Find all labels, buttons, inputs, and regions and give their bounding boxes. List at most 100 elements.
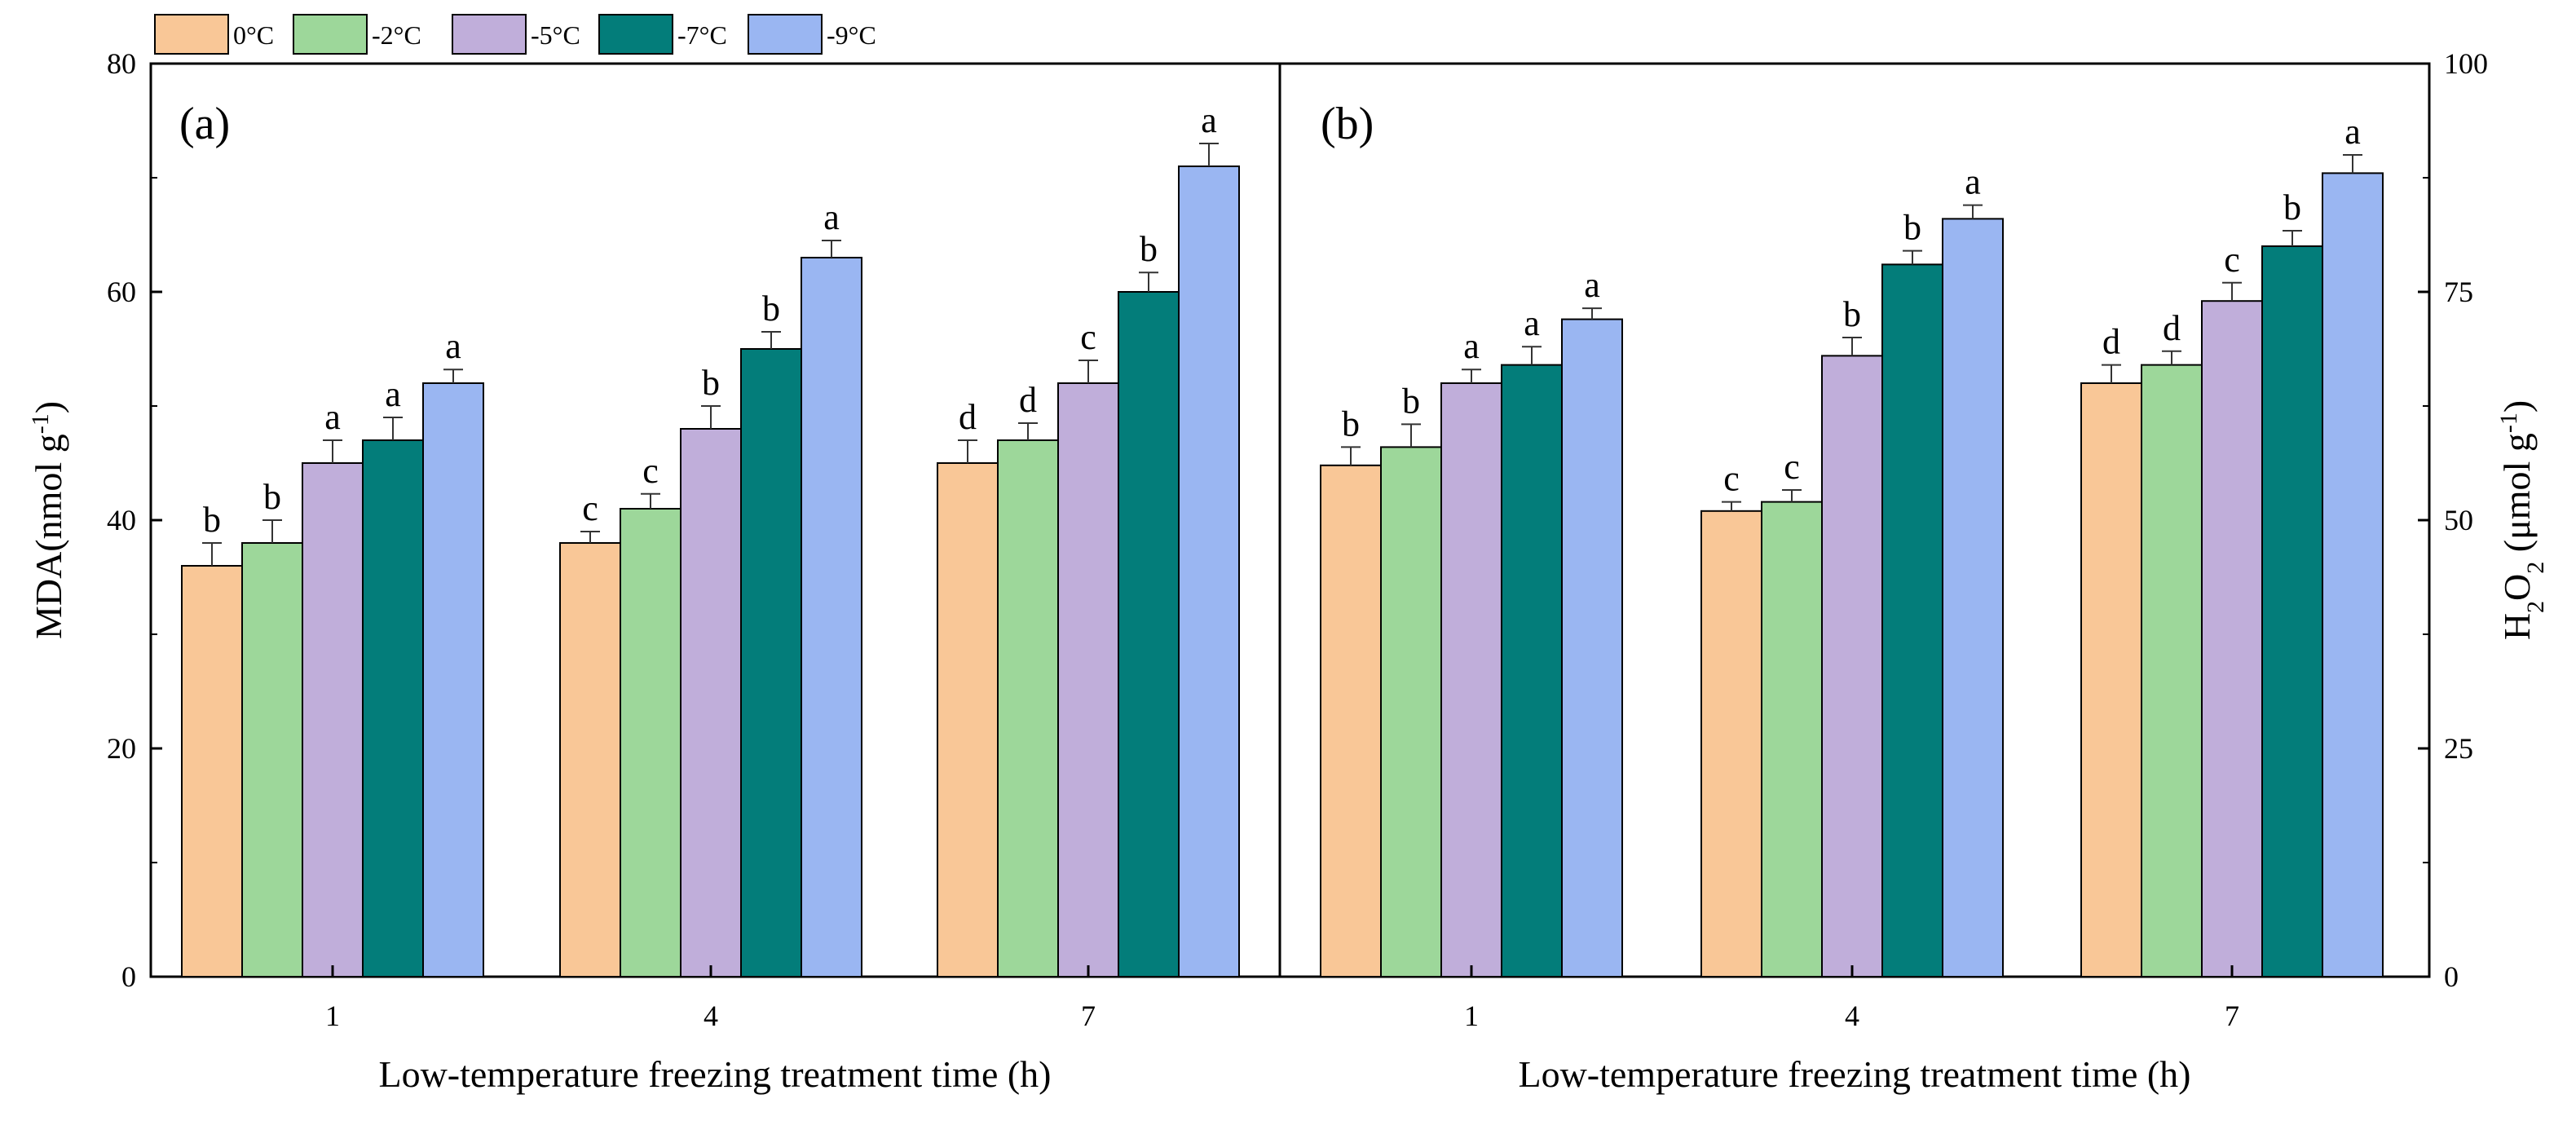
bar xyxy=(1440,382,1502,978)
y-tick-label: 20 xyxy=(107,732,136,765)
significance-letter: a xyxy=(1201,100,1217,140)
y-tick-label: 50 xyxy=(2444,504,2473,536)
bar xyxy=(302,462,364,978)
bar xyxy=(1561,318,1623,978)
bar xyxy=(997,439,1059,978)
bar xyxy=(1178,166,1240,978)
legend-swatch xyxy=(748,14,823,55)
legend-label: -9°C xyxy=(827,20,876,50)
bar xyxy=(1380,446,1442,978)
significance-letter: a xyxy=(385,374,401,414)
significance-letter: a xyxy=(1965,162,1981,202)
legend-label: 0°C xyxy=(233,20,274,50)
bar xyxy=(559,542,621,978)
panel-b-x-axis: 1 4 7 xyxy=(1464,965,2239,1032)
panel-a-y-axis-title: MDA(nmol g-1) xyxy=(27,401,70,639)
significance-letter: a xyxy=(2344,112,2361,152)
significance-letter: d xyxy=(1019,380,1037,420)
x-tick-label: 1 xyxy=(1464,1000,1479,1032)
bar xyxy=(2261,245,2323,978)
significance-letter: b xyxy=(1843,294,1861,334)
x-tick-label: 1 xyxy=(325,1000,340,1032)
bar xyxy=(1057,382,1119,978)
legend-swatch xyxy=(293,14,368,55)
x-tick-label: 7 xyxy=(2225,1000,2239,1032)
legend-label: -7°C xyxy=(677,20,727,50)
significance-letter: b xyxy=(263,477,281,517)
bar xyxy=(362,439,424,978)
y-tick-label: 0 xyxy=(121,960,136,993)
bar xyxy=(2201,300,2263,978)
significance-letter: a xyxy=(1584,265,1600,305)
legend-label: -2°C xyxy=(372,20,421,50)
panel-a: (a) b c d b c d a b c a b b a a a 0 20 40 60 80 1 4 7 Low-te… xyxy=(27,47,1281,1095)
significance-letter: d xyxy=(959,397,977,437)
legend: 0°C -2°C -5°C -7°C -9°C xyxy=(154,14,876,55)
significance-letter: b xyxy=(2283,188,2301,227)
bar xyxy=(1501,364,1563,978)
significance-letter: b xyxy=(1402,381,1420,421)
bar xyxy=(2322,172,2384,978)
significance-letter: c xyxy=(1080,317,1096,357)
significance-letter: a xyxy=(445,326,461,366)
bar xyxy=(1942,218,2004,978)
panel-b-y-axis-title: H2O2 (μmol g-1) xyxy=(2495,400,2549,640)
significance-letter: b xyxy=(762,289,780,329)
bar xyxy=(1761,501,1823,978)
significance-letter: d xyxy=(2102,322,2120,362)
bar xyxy=(1821,355,1883,978)
significance-letter: d xyxy=(2163,308,2181,348)
panel-b: (b) b c d b c d a b c a b b a a a 0 25 50 75 100 1 4 7 Low-t… xyxy=(1278,47,2549,1095)
bar xyxy=(801,257,862,978)
significance-letter: b xyxy=(203,500,221,540)
significance-letter: a xyxy=(1463,326,1480,366)
legend-swatch xyxy=(452,14,527,55)
panel-b-x-axis-title: Low-temperature freezing treatment time … xyxy=(1518,1053,2190,1095)
legend-label: -5°C xyxy=(531,20,580,50)
significance-letter: b xyxy=(1140,229,1158,269)
bar xyxy=(241,542,303,978)
bar xyxy=(680,428,742,978)
significance-letter: b xyxy=(702,363,720,403)
panel-a-x-axis-title: Low-temperature freezing treatment time … xyxy=(378,1053,1051,1095)
significance-letter: a xyxy=(1524,303,1540,343)
bar xyxy=(1118,291,1180,978)
significance-letter: b xyxy=(1903,208,1921,248)
significance-letter: a xyxy=(324,397,341,437)
significance-letter: c xyxy=(582,488,598,528)
bar xyxy=(1700,510,1762,978)
significance-letter: c xyxy=(2224,240,2240,280)
bar xyxy=(2080,382,2142,978)
y-tick-label: 75 xyxy=(2444,276,2473,308)
significance-letter: a xyxy=(823,197,840,237)
significance-letter: c xyxy=(1723,459,1740,499)
panel-b-y-axis: 0 25 50 75 100 xyxy=(2418,47,2488,993)
bar xyxy=(937,462,999,978)
bar xyxy=(1320,464,1382,978)
panel-a-label: (a) xyxy=(179,99,230,149)
panel-a-bars: b c d b c d a b c a b b a a a xyxy=(181,100,1240,978)
bar xyxy=(181,565,243,978)
panel-a-y-axis: 0 20 40 60 80 xyxy=(107,47,162,993)
bar xyxy=(422,382,484,978)
y-tick-label: 80 xyxy=(107,47,136,80)
bar xyxy=(1881,263,1943,978)
y-tick-label: 0 xyxy=(2444,960,2459,993)
x-tick-label: 4 xyxy=(704,1000,718,1032)
significance-letter: c xyxy=(1784,447,1800,487)
y-tick-label: 100 xyxy=(2444,47,2488,80)
y-tick-label: 25 xyxy=(2444,732,2473,765)
bar xyxy=(740,348,802,978)
x-tick-label: 7 xyxy=(1081,1000,1096,1032)
legend-swatch xyxy=(598,14,673,55)
significance-letter: c xyxy=(642,451,659,491)
bar xyxy=(620,508,681,978)
panel-b-bars: b c d b c d a b c a b b a a a xyxy=(1320,112,2384,978)
x-tick-label: 4 xyxy=(1845,1000,1859,1032)
significance-letter: b xyxy=(1342,404,1360,444)
legend-swatch xyxy=(154,14,229,55)
bar xyxy=(2141,364,2203,978)
y-tick-label: 40 xyxy=(107,504,136,536)
